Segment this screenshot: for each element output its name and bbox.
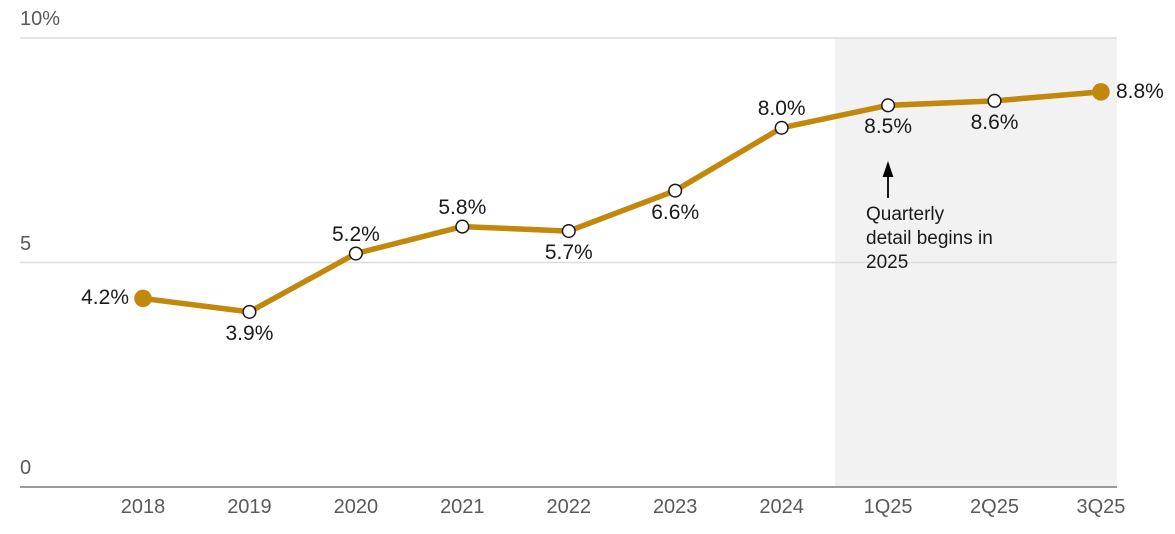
x-tick-label-2024: 2024 <box>759 496 804 518</box>
annotation-text-line: 2025 <box>866 252 909 273</box>
y-tick-label: 5 <box>20 232 32 255</box>
x-tick-label-2Q25: 2Q25 <box>970 496 1019 518</box>
data-point-open-2Q25 <box>987 93 1002 108</box>
series-line <box>140 89 1104 315</box>
annotation-text-line: detail begins in <box>866 228 993 249</box>
y-tick-label: 10% <box>20 8 61 30</box>
data-point-open-2020 <box>348 246 363 261</box>
up-arrow-icon <box>882 161 894 198</box>
x-tick-label-2021: 2021 <box>440 496 485 518</box>
data-point-filled-3Q25 <box>1092 83 1110 101</box>
data-label-2018: 4.2% <box>81 286 129 310</box>
data-label-2023: 6.6% <box>651 200 700 224</box>
x-tick-label-1Q25: 1Q25 <box>863 496 913 518</box>
data-point-open-2024 <box>774 120 789 135</box>
x-tick-label-3Q25: 3Q25 <box>1076 496 1126 518</box>
data-point-open-2022 <box>561 224 576 239</box>
annotation-text: Quarterly detail begins in 2025 <box>866 203 993 275</box>
x-tick-label-2018: 2018 <box>120 496 166 518</box>
annotation-text-line: Quarterly <box>866 204 945 225</box>
x-tick-label-2019: 2019 <box>227 496 272 518</box>
data-label-2020: 5.2% <box>331 222 380 246</box>
data-label-2021: 5.8% <box>438 195 487 219</box>
data-label-2019: 3.9% <box>225 321 274 345</box>
x-tick-label-2022: 2022 <box>546 496 592 518</box>
data-label-2Q25: 8.6% <box>970 110 1019 134</box>
data-label-2022: 5.7% <box>544 241 593 265</box>
data-label-2024: 8.0% <box>757 96 806 120</box>
data-point-open-2023 <box>668 183 683 198</box>
x-tick-label-2020: 2020 <box>333 496 379 518</box>
data-label-3Q25: 8.8% <box>1115 79 1164 103</box>
x-tick-label-2023: 2023 <box>652 496 698 518</box>
data-point-open-1Q25 <box>881 98 896 113</box>
data-point-filled-2018 <box>134 289 152 308</box>
data-point-open-2021 <box>455 219 470 234</box>
data-label-1Q25: 8.5% <box>864 115 913 139</box>
y-tick-label: 0 <box>20 457 32 479</box>
data-point-open-2019 <box>242 304 257 319</box>
